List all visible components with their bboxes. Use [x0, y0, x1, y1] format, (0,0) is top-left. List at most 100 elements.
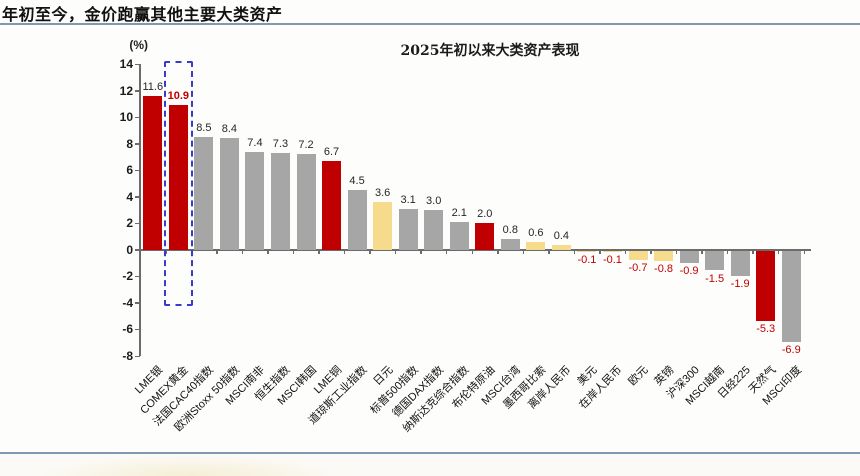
y-axis-tick-label: 2: [126, 216, 133, 231]
bar: [143, 95, 163, 250]
bar: [500, 239, 520, 250]
bar: [347, 190, 367, 250]
bar-value-label: 7.2: [298, 139, 314, 152]
x-axis-tick: [803, 249, 805, 254]
bar-value-label: -0.8: [654, 263, 674, 276]
bar-value-label: 8.4: [221, 123, 238, 136]
x-axis-tick: [675, 249, 678, 254]
bar-value-label: -0.1: [602, 254, 622, 267]
bar: [475, 223, 495, 250]
bar-value-label: 8.5: [196, 122, 212, 134]
x-axis-tick: [726, 249, 729, 254]
bar-value-label: 3.6: [374, 187, 391, 200]
bar: [398, 208, 418, 250]
y-axis-tick-label: 14: [119, 57, 133, 71]
x-axis-tick: [752, 249, 754, 254]
bar: [373, 202, 393, 250]
x-axis-tick: [701, 249, 703, 254]
y-axis-tick: [135, 90, 140, 92]
x-axis-tick: [624, 249, 627, 254]
plot-area: 14 12 10 8 6 4 2 0 -2 -4 -6 -8 11.6 LME银 10.9 COMEX黄金 8.…: [120, 57, 811, 435]
y-axis-tick: [135, 355, 140, 357]
bar-value-label: 11.6: [142, 80, 164, 93]
y-axis-tick-label: 12: [119, 83, 133, 98]
bar: [526, 241, 546, 250]
y-axis-tick: [135, 328, 140, 331]
y-axis-tick-label: 6: [126, 163, 133, 178]
bar-value-label: -0.1: [577, 254, 597, 267]
x-axis-tick: [548, 249, 550, 254]
bar-value-label: 3.0: [426, 195, 442, 207]
header-divider: [0, 23, 860, 25]
bar: [705, 250, 725, 271]
x-axis-tick: [471, 249, 473, 254]
bar-value-label: 4.5: [349, 175, 365, 188]
bar-value-label: -0.9: [679, 264, 699, 277]
x-axis-tick: [267, 249, 269, 254]
bar: [168, 105, 188, 250]
x-axis-tick: [497, 249, 499, 254]
x-axis-tick: [522, 249, 525, 254]
bar: [296, 154, 316, 250]
bar: [194, 137, 214, 250]
bar-value-label: 7.3: [272, 137, 289, 150]
x-axis-tick: [343, 249, 346, 254]
y-axis-tick: [135, 116, 140, 119]
bar: [219, 138, 239, 250]
x-axis-tick: [241, 249, 244, 254]
x-axis-line: [139, 249, 811, 251]
y-axis-tick: [135, 196, 140, 198]
y-axis-tick: [135, 275, 140, 278]
bar: [270, 152, 290, 250]
x-axis-tick: [573, 249, 576, 254]
bar-value-label: 10.9: [167, 90, 189, 103]
y-axis-tick-label: -8: [122, 349, 133, 363]
bar-value-label: 2.0: [477, 208, 493, 221]
bar: [654, 250, 674, 262]
y-axis-tick-label: 4: [126, 189, 133, 204]
x-category-label: 欧元: [626, 364, 651, 389]
y-axis-tick-label: 0: [126, 242, 133, 257]
bar: [577, 250, 597, 252]
x-axis-tick: [599, 249, 601, 254]
bar-value-label: -0.7: [628, 262, 648, 275]
bar: [424, 210, 444, 250]
bar: [756, 250, 776, 321]
footer-divider: [0, 452, 860, 454]
bar-value-label: -1.9: [730, 278, 750, 291]
bar-value-label: 0.6: [528, 226, 544, 239]
y-axis-tick-label: -2: [122, 269, 133, 284]
y-axis-tick-label: 8: [126, 136, 133, 151]
y-axis-tick: [135, 63, 140, 65]
bar: [628, 250, 648, 260]
x-axis-tick: [318, 249, 320, 254]
y-axis-tick: [135, 222, 140, 225]
x-axis-tick: [420, 249, 422, 254]
y-axis-tick: [135, 169, 140, 172]
footer-strip: [0, 454, 860, 476]
page-title: 年初至今，金价跑赢其他主要大类资产: [2, 5, 283, 24]
x-axis-tick: [777, 249, 780, 254]
bar-value-label: 0.8: [502, 224, 518, 237]
bar: [781, 250, 801, 343]
bar: [679, 250, 699, 263]
bar: [322, 160, 342, 250]
y-axis-tick-label: -6: [122, 322, 133, 337]
y-axis-line: [139, 64, 141, 356]
x-axis-tick: [139, 249, 141, 254]
bar: [730, 250, 750, 276]
bar-value-label: 6.7: [323, 145, 340, 158]
x-axis-tick: [394, 249, 397, 254]
bar-value-label: -5.3: [756, 323, 776, 336]
bar-value-label: 7.4: [247, 136, 263, 149]
comex-gold-highlight-box: [163, 61, 193, 306]
y-axis-unit-label: (%): [129, 38, 148, 52]
x-axis-tick: [216, 249, 218, 254]
y-axis-tick-label: -4: [122, 295, 133, 310]
y-axis-tick: [135, 302, 140, 304]
x-axis-tick: [292, 249, 295, 254]
bar: [245, 151, 265, 250]
x-axis-tick: [369, 249, 371, 254]
bar-value-label: 2.1: [451, 206, 467, 219]
